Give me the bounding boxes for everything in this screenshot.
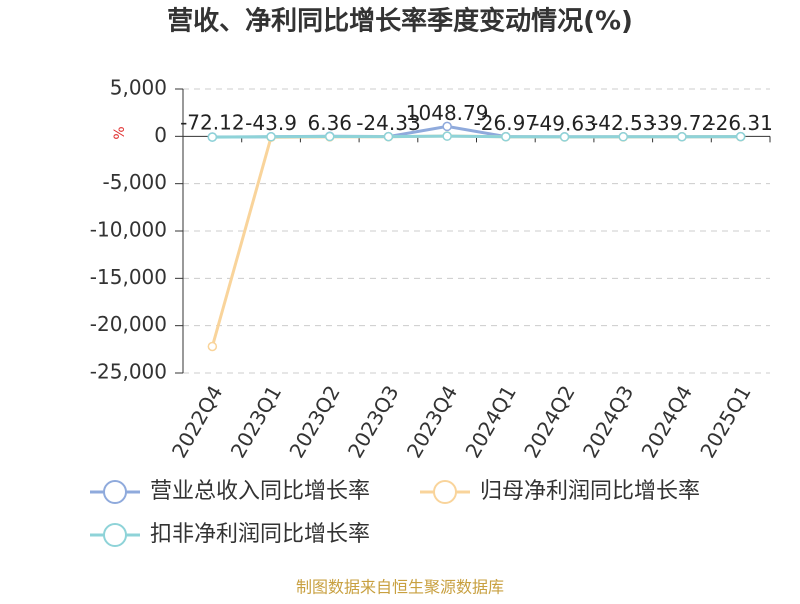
x-tick-label: 2025Q1 [695, 381, 755, 462]
data-point [442, 121, 452, 132]
data-label: -43.9 [245, 111, 297, 135]
series-line [212, 134, 741, 139]
chart-title: 营收、净利同比增长率季度变动情况(%) [167, 6, 633, 37]
x-tick-label: 2024Q4 [637, 381, 697, 462]
legend-label: 扣非净利润同比增长率 [150, 522, 370, 547]
x-tick-label: 2023Q2 [284, 381, 344, 462]
data-point [735, 131, 746, 142]
legend-marker [433, 480, 457, 504]
data-label: -42.53 [591, 111, 655, 135]
data-label: 1048.79 [406, 101, 489, 125]
x-tick-label: 2023Q3 [343, 381, 403, 462]
data-point [677, 132, 687, 142]
data-point [266, 132, 276, 142]
x-tick-label: 2022Q4 [167, 381, 227, 462]
legend-marker [103, 480, 127, 504]
legend-label: 归母净利润同比增长率 [480, 479, 700, 504]
data-point [325, 131, 335, 142]
y-axis-label: % [112, 126, 128, 139]
series-line [210, 134, 741, 347]
y-tick-label: 5,000 [110, 76, 167, 100]
footer: 制图数据来自恒生聚源数据库 [296, 578, 504, 597]
data-point [501, 131, 511, 142]
data-label: 6.36 [307, 111, 352, 135]
data-point [383, 131, 394, 142]
x-tick-label: 2024Q1 [460, 381, 520, 462]
y-tick-label: -15,000 [90, 265, 167, 289]
data-label: -49.63 [532, 111, 596, 135]
data-point [442, 131, 452, 141]
y-tick-label: -5,000 [103, 170, 167, 194]
data-label: -24.33 [356, 111, 420, 135]
data-label: -26.97 [474, 111, 538, 135]
y-tick-label: -25,000 [90, 360, 167, 384]
data-label: -72.12 [180, 111, 244, 135]
legend-marker [103, 523, 127, 547]
legend-label: 营业总收入同比增长率 [150, 479, 370, 504]
x-tick-label: 2023Q1 [226, 381, 286, 462]
x-tick-label: 2023Q4 [402, 381, 462, 462]
data-point [207, 132, 218, 142]
data-point [618, 132, 628, 142]
data-point [559, 132, 570, 142]
y-tick-label: -10,000 [90, 218, 167, 242]
data-point [207, 341, 218, 352]
x-tick-label: 2024Q3 [578, 381, 638, 462]
data-label: -26.31 [708, 111, 772, 135]
y-tick-label: -20,000 [90, 312, 167, 336]
x-tick-label: 2024Q2 [519, 381, 579, 462]
y-tick-label: 0 [154, 123, 167, 147]
data-label: -39.72 [650, 111, 714, 135]
